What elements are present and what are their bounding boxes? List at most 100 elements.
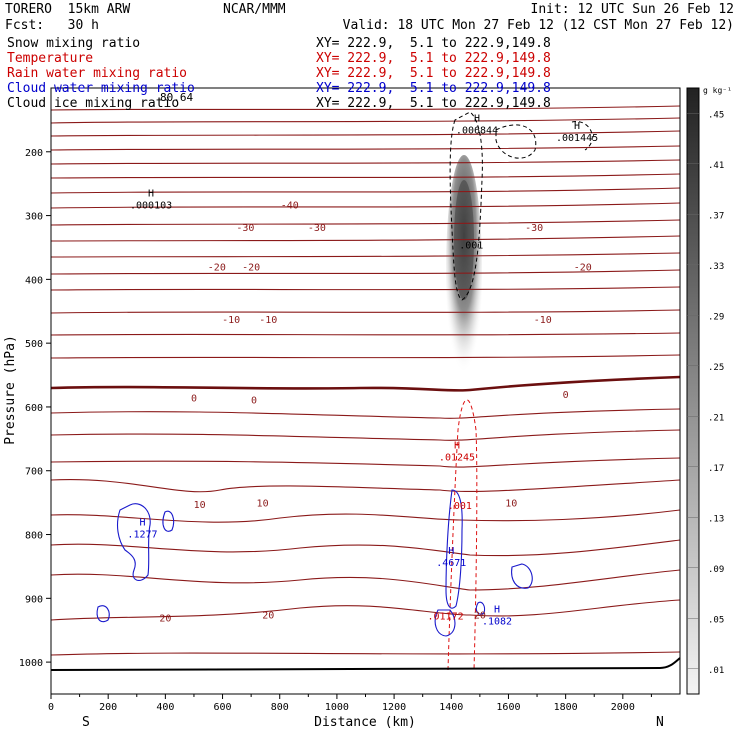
temperature-label: -20 [574, 263, 592, 274]
terrain-line [50, 657, 681, 671]
valid-time: Valid: 18 UTC Mon 27 Feb 12 (12 CST Mon … [342, 18, 734, 33]
y-tick-label: 300 [25, 212, 43, 223]
colorbar-label: .25 [708, 363, 724, 373]
temperature-label: -20 [242, 263, 260, 274]
x-axis-north-label: N [656, 715, 664, 730]
field-xy-cloud-water: XY= 222.9, 5.1 to 222.9,149.8 [316, 81, 551, 96]
temperature-label: 20 [474, 610, 486, 621]
extremum-value: .01172 [427, 612, 463, 623]
x-tick-label: 1400 [439, 702, 463, 713]
temperature-label: -10 [534, 315, 552, 326]
temperature-label: 0 [251, 395, 257, 406]
y-tick-label: 500 [25, 339, 43, 350]
colorbar-label: .45 [708, 110, 724, 120]
extremum-mark: H [474, 113, 480, 124]
x-tick-label: 2000 [611, 702, 635, 713]
colorbar-label: .37 [708, 211, 724, 221]
field-label-temperature: Temperature [7, 51, 94, 66]
field-xy-snow: XY= 222.9, 5.1 to 222.9,149.8 [316, 36, 551, 51]
field-xy-rain: XY= 222.9, 5.1 to 222.9,149.8 [316, 66, 551, 81]
field-label-cloud-ice: Cloud ice mixing ratio [7, 96, 180, 111]
temperature-label: 10 [505, 499, 517, 510]
x-tick-label: 1200 [382, 702, 406, 713]
extremum-mark: H [494, 605, 500, 616]
temperature-label: -10 [259, 315, 277, 326]
x-tick-label: 400 [156, 702, 174, 713]
extremum-value: .006844 [456, 125, 498, 136]
temperature-label: -20 [208, 263, 226, 274]
snow-contours [449, 111, 593, 301]
rain-contours [447, 399, 478, 671]
y-tick-label: 400 [25, 275, 43, 286]
y-tick-label: 600 [25, 403, 43, 414]
extremum-value: .4671 [436, 558, 466, 569]
field-label-snow: Snow mixing ratio [7, 36, 141, 51]
temperature-label: -30 [308, 223, 326, 234]
y-axis-title: Pressure (hPa) [3, 335, 18, 445]
temperature-contours [51, 105, 680, 656]
colorbar-unit: g kg⁻¹ [703, 86, 732, 95]
temperature-label: 10 [257, 499, 269, 510]
temperature-label: 20 [159, 613, 171, 624]
extremum-mark: H [148, 189, 154, 200]
y-tick-label: 1000 [19, 658, 43, 669]
y-tick-label: 900 [25, 594, 43, 605]
extremum-mark: H [448, 546, 454, 557]
field-xy-cloud-ice: XY= 222.9, 5.1 to 222.9,149.8 [316, 96, 551, 111]
extremum-mark: H [139, 517, 145, 528]
field-label-rain: Rain water mixing ratio [7, 66, 188, 81]
x-tick-label: 0 [48, 702, 54, 713]
x-tick-label: 800 [271, 702, 289, 713]
y-tick-label: 200 [25, 148, 43, 159]
cloud-ice-top-value: 80.64 [160, 91, 193, 104]
colorbar-label: .41 [708, 161, 724, 171]
colorbar-label: .01 [708, 666, 724, 676]
x-tick-label: 1600 [496, 702, 520, 713]
snow-shading [446, 155, 482, 385]
x-axis-title: Distance (km) [314, 715, 416, 730]
forecast-hour: Fcst: 30 h [5, 18, 99, 33]
extrema-labels: H.006844 H.001445H.000103.001H.01245.001.… [127, 113, 598, 627]
colorbar-label: .21 [708, 413, 724, 423]
extremum-mark: H [454, 441, 460, 452]
y-tick-label: 700 [25, 467, 43, 478]
center-title: NCAR/MMM [223, 2, 286, 17]
zero-degree-isotherm [50, 375, 681, 392]
field-xy-temperature: XY= 222.9, 5.1 to 222.9,149.8 [316, 51, 551, 66]
extremum-value: .1082 [482, 617, 512, 628]
extremum-value: .000103 [130, 201, 172, 212]
colorbar-label: .09 [708, 565, 724, 575]
extremum-value: .001 [459, 240, 483, 251]
temperature-labels: -40 -30 -30 -30 -20 -20 -20 -10 -10 -10 0 0 0 10 10 10 2… [159, 201, 591, 625]
x-axis-south-label: S [82, 715, 90, 730]
plot-frame [50, 87, 681, 695]
x-tick-label: 200 [99, 702, 117, 713]
colorbar-label: .17 [708, 464, 724, 474]
extremum-mark: H [574, 121, 580, 132]
temperature-label: -30 [236, 223, 254, 234]
x-tick-label: 1000 [325, 702, 349, 713]
extremum-value: .1277 [127, 529, 157, 540]
temperature-label: 0 [191, 393, 197, 404]
colorbar: g kg⁻¹ .45 .41 .37 .33 .29 .25 .21 .17 .13 .09 .05… [686, 86, 732, 695]
x-tick-label: 1800 [554, 702, 578, 713]
cloud-water-contours [96, 489, 533, 637]
temperature-label: 0 [563, 390, 569, 401]
colorbar-label: .13 [708, 514, 724, 524]
extremum-value: .001 [448, 501, 472, 512]
temperature-label: 20 [262, 610, 274, 621]
field-label-cloud-water: Cloud water mixing ratio [7, 81, 195, 96]
temperature-label: -30 [525, 223, 543, 234]
x-tick-label: 600 [214, 702, 232, 713]
temperature-label: -10 [222, 315, 240, 326]
temperature-label: -40 [281, 201, 299, 212]
y-axis: 200 300 400 500 600 700 800 900 1000 [19, 148, 51, 669]
init-time: Init: 12 UTC Sun 26 Feb 12 [530, 2, 735, 17]
colorbar-label: .05 [708, 615, 724, 625]
y-tick-label: 800 [25, 531, 43, 542]
model-title: TORERO 15km ARW [5, 2, 131, 17]
extremum-value: .001445 [556, 133, 598, 144]
colorbar-label: .33 [708, 262, 724, 272]
temperature-label: 10 [194, 500, 206, 511]
